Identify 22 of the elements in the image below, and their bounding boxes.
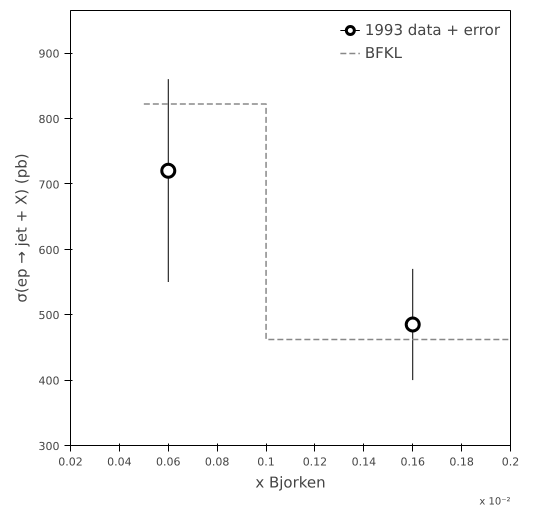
x-tick-label: 0.04: [107, 456, 132, 468]
y-tick-label: 300: [38, 440, 60, 453]
x-tick-label: 0.16: [400, 456, 425, 468]
x-tick-label: 0.02: [58, 456, 83, 468]
y-tick-label: 500: [38, 309, 60, 322]
x-tick-label: 0.2: [502, 456, 520, 468]
y-tick-label: 800: [38, 112, 60, 126]
x-tick-label: 0.18: [449, 456, 474, 468]
y-tick-label: 700: [38, 178, 60, 192]
text: x 10⁻²: [479, 496, 510, 507]
y-tick-label: 900: [38, 48, 60, 61]
y-axis-title: σ(ep → jet + X) (pb): [12, 153, 31, 303]
x-tick-label: 0.08: [204, 456, 230, 468]
x-tick-label: 0.14: [352, 456, 376, 468]
x-axis-title: x Bjorken: [255, 474, 326, 492]
x-tick-label: 0.06: [156, 456, 181, 468]
y-tick-label: 400: [38, 374, 60, 388]
x-tick-label: 0.1: [257, 456, 275, 468]
y-tick-label: 600: [38, 244, 60, 257]
legend-label: BFKL: [364, 44, 402, 62]
legend-label: 1993 data + error: [364, 21, 500, 39]
x-tick-label: 0.12: [302, 456, 328, 468]
